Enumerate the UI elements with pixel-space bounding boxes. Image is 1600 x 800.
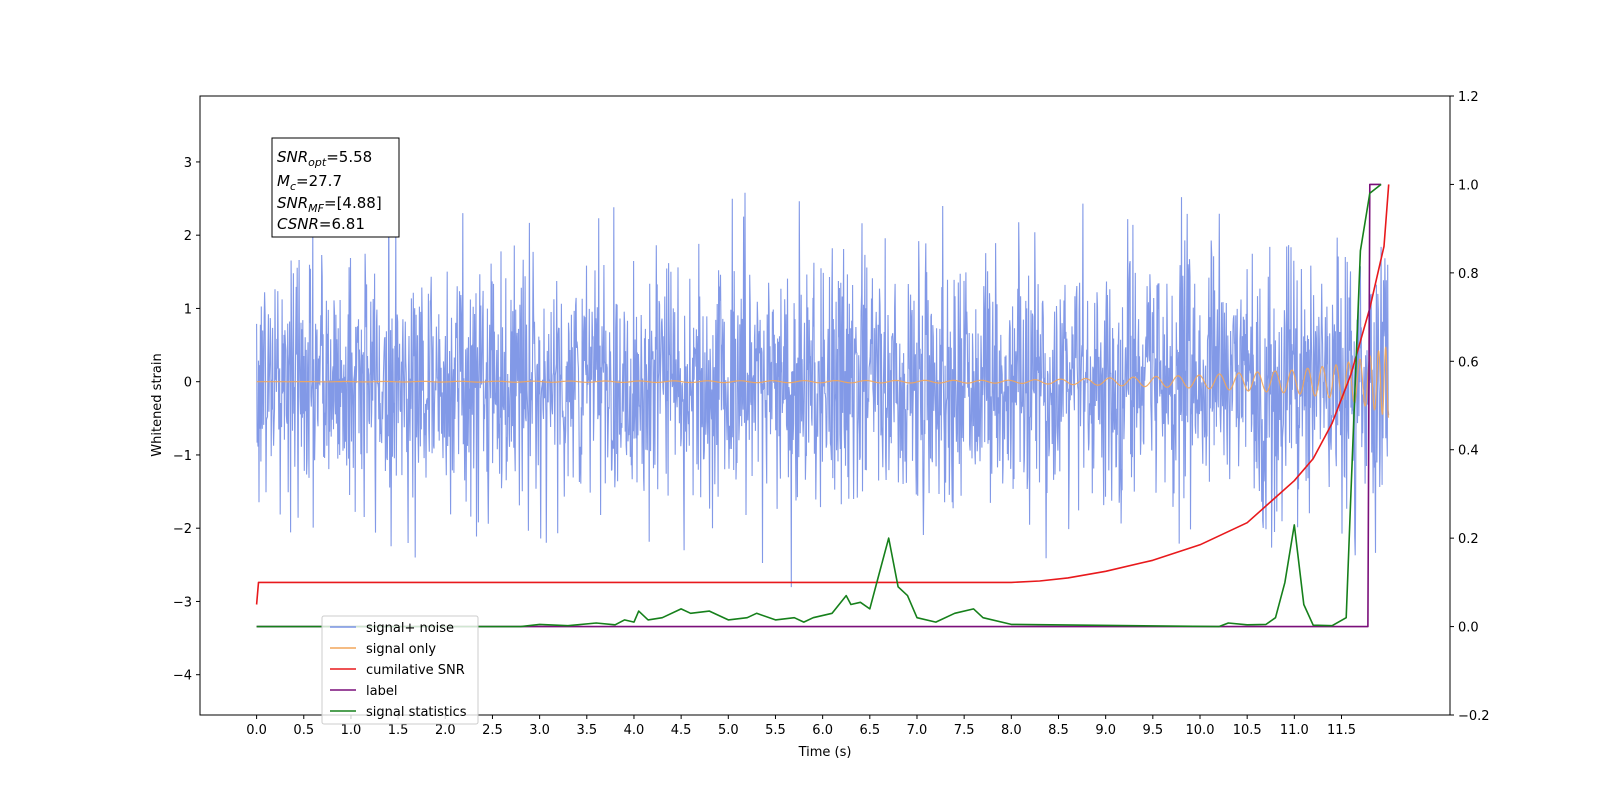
legend-label: signal+ noise — [366, 621, 454, 636]
svg-text:Mc=27.7: Mc=27.7 — [277, 172, 342, 193]
x-tick-label: 2.0 — [435, 723, 456, 738]
y-axis-label: Whitened strain — [150, 353, 165, 456]
x-tick-label: 3.0 — [529, 723, 550, 738]
y2-tick-label: 0.4 — [1458, 444, 1479, 459]
axes-ticks: 0.0 0.5 1.0 1.5 2.0 2.5 3.0 3.5 4.0 4.5 5.0 5.5 6.0 6… — [173, 90, 1490, 738]
y-tick-label: −4 — [173, 669, 192, 684]
x-tick-label: 4.0 — [624, 723, 645, 738]
x-tick-label: 5.0 — [718, 723, 739, 738]
x-tick-label: 0.5 — [293, 723, 314, 738]
svg-text:SNRMF=[4.88]: SNRMF=[4.88] — [277, 194, 382, 215]
x-tick-label: 1.5 — [388, 723, 409, 738]
y2-tick-label: 1.0 — [1458, 178, 1479, 193]
x-tick-label: 7.0 — [907, 723, 928, 738]
y-tick-label: 3 — [184, 156, 192, 171]
y2-tick-label: 0.2 — [1458, 532, 1479, 547]
series-signal-only-line — [256, 346, 1390, 418]
legend-label: cumilative SNR — [366, 663, 465, 678]
x-tick-label: 9.5 — [1142, 723, 1163, 738]
x-axis-label: Time (s) — [798, 745, 852, 760]
x-tick-label: 6.0 — [812, 723, 833, 738]
axes-frame — [199, 95, 1451, 716]
y-tick-label: 0 — [184, 376, 192, 391]
stats-box: SNRopt=5.58 Mc=27.7 SNRMF=[4.88] CSNR=6.… — [271, 137, 400, 238]
y2-tick-label: 0.6 — [1458, 355, 1479, 370]
x-tick-label: 2.5 — [482, 723, 503, 738]
x-tick-label: 7.5 — [954, 723, 975, 738]
legend-label: label — [366, 684, 397, 699]
x-tick-label: 1.0 — [341, 723, 362, 738]
y-tick-label: −3 — [173, 595, 192, 610]
series-cumilative-snr-line — [255, 184, 1390, 605]
series-signal-statistics-line — [256, 183, 1382, 628]
x-tick-label: 11.0 — [1280, 723, 1309, 738]
plot-area — [255, 180, 1390, 628]
x-tick-label: 8.0 — [1001, 723, 1022, 738]
series-label-line — [256, 183, 1382, 628]
x-tick-label: 11.5 — [1327, 723, 1356, 738]
y-tick-label: −2 — [173, 522, 192, 537]
legend-label: signal only — [366, 642, 436, 657]
x-tick-label: 5.5 — [765, 723, 786, 738]
y2-tick-label: −0.2 — [1458, 709, 1490, 724]
x-tick-label: 4.5 — [671, 723, 692, 738]
y-tick-label: 1 — [184, 302, 192, 317]
x-tick-label: 9.0 — [1095, 723, 1116, 738]
svg-text:SNRopt=5.58: SNRopt=5.58 — [277, 148, 372, 169]
y2-tick-label: 0.8 — [1458, 267, 1479, 282]
y2-tick-label: 1.2 — [1458, 90, 1479, 105]
y-tick-label: −1 — [173, 449, 192, 464]
series-signal-noise-line — [256, 180, 1390, 588]
x-tick-label: 3.5 — [576, 723, 597, 738]
x-tick-label: 6.5 — [859, 723, 880, 738]
svg-text:CSNR=6.81: CSNR=6.81 — [277, 215, 365, 233]
x-tick-label: 10.5 — [1233, 723, 1262, 738]
y-tick-label: 2 — [184, 229, 192, 244]
legend-label: signal statistics — [366, 705, 467, 720]
x-tick-label: 8.5 — [1048, 723, 1069, 738]
legend: signal+ noise signal only cumilative SNR la… — [321, 615, 479, 725]
x-tick-label: 10.0 — [1186, 723, 1215, 738]
x-tick-label: 0.0 — [246, 723, 267, 738]
y2-tick-label: 0.0 — [1458, 621, 1479, 636]
